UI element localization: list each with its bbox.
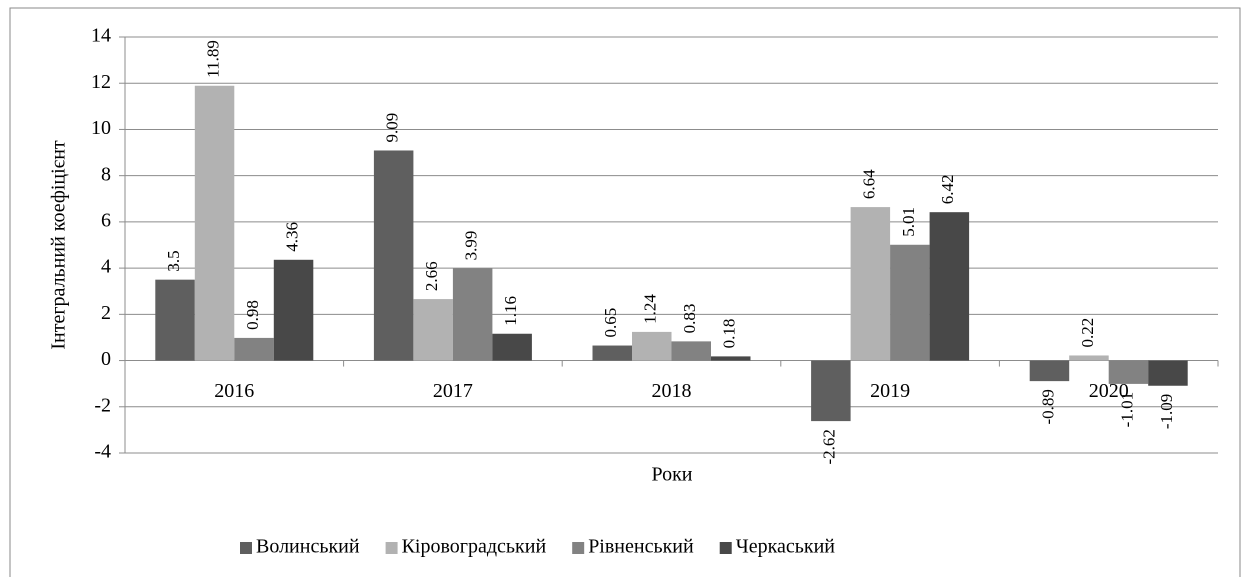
value-label: 11.89 [203, 40, 222, 78]
value-label: 0.18 [720, 319, 739, 349]
bar [632, 331, 672, 361]
y-tick-label: -4 [94, 441, 111, 463]
y-tick-label: 8 [101, 163, 111, 185]
y-tick-label: 2 [101, 302, 111, 324]
bar [671, 341, 711, 361]
x-tick-label: 2018 [652, 380, 692, 402]
y-tick-label: 0 [101, 348, 111, 370]
value-label: 9.09 [383, 113, 402, 143]
bar [234, 337, 274, 361]
value-label: -1.01 [1117, 392, 1136, 427]
y-tick-label: 12 [91, 71, 111, 93]
y-tick-label: 4 [101, 256, 111, 278]
value-label: -0.89 [1038, 389, 1057, 424]
x-tick-label: 2017 [433, 380, 473, 402]
bar [1108, 360, 1149, 384]
bar [890, 244, 930, 361]
value-label: 6.64 [859, 169, 878, 199]
bar [1148, 360, 1188, 386]
y-axis-title: Інтегральний коефіцієнт [48, 140, 70, 350]
value-label: 0.22 [1078, 318, 1097, 348]
bar [373, 150, 414, 361]
bar [194, 85, 235, 361]
value-label: 0.83 [680, 304, 699, 334]
value-label: 6.42 [938, 174, 957, 204]
y-tick-label: -2 [94, 394, 111, 416]
bar [850, 207, 891, 361]
legend-swatch [385, 542, 398, 554]
legend-swatch [240, 542, 252, 554]
bar [811, 360, 851, 422]
bar [413, 299, 453, 361]
value-label: 0.65 [601, 308, 620, 338]
x-axis-title: Роки [651, 464, 692, 486]
bar [273, 259, 314, 361]
value-label: 1.16 [501, 296, 520, 326]
value-label: 5.01 [899, 207, 918, 237]
y-tick-label: 10 [91, 117, 111, 139]
value-label: 0.98 [243, 300, 262, 330]
x-tick-label: 2016 [214, 380, 254, 402]
bar [929, 212, 970, 361]
x-tick-label: 2019 [870, 380, 910, 402]
bar [1069, 355, 1109, 361]
y-tick-label: 14 [91, 25, 111, 47]
value-label: -1.09 [1157, 394, 1176, 429]
value-label: 2.66 [422, 261, 441, 291]
bar [452, 268, 493, 361]
x-tick-label: 2020 [1089, 380, 1129, 402]
value-label: 3.99 [462, 231, 481, 261]
value-label: 1.24 [641, 294, 660, 324]
chart-frame [9, 7, 1241, 577]
legend-label: Волинський [256, 536, 360, 558]
legend-label: Кіровоградський [402, 536, 547, 558]
y-tick-label: 6 [101, 209, 111, 231]
bar [592, 345, 632, 361]
bar [492, 333, 532, 361]
value-label: -2.62 [820, 429, 839, 464]
bar [711, 356, 751, 361]
legend-swatch [572, 542, 585, 554]
bar [155, 279, 195, 361]
legend-swatch [719, 542, 732, 554]
value-label: 3.5 [164, 250, 183, 271]
bar [1029, 360, 1070, 382]
legend-label: Черкаський [736, 536, 836, 558]
value-label: 4.36 [282, 222, 301, 252]
legend-label: Рівненський [588, 536, 694, 558]
